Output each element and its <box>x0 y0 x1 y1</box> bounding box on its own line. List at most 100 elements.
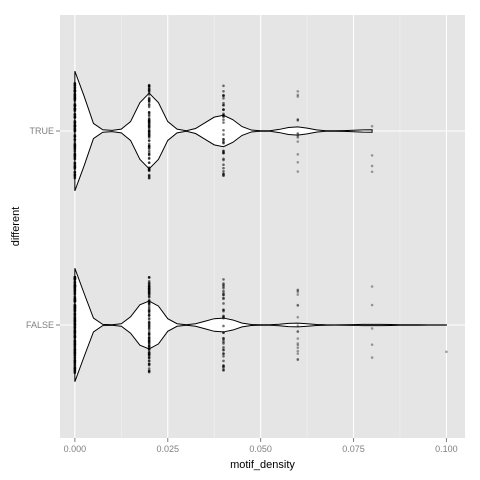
data-point <box>222 133 225 136</box>
data-point <box>73 150 77 154</box>
data-point <box>222 285 225 288</box>
data-point <box>222 340 225 344</box>
data-point <box>73 364 77 367</box>
data-point <box>222 84 225 88</box>
data-point <box>73 89 77 92</box>
data-point <box>73 127 77 131</box>
data-point <box>222 364 225 368</box>
data-point <box>222 170 225 173</box>
data-point <box>296 170 300 173</box>
data-point <box>73 340 77 344</box>
data-point <box>147 292 151 296</box>
data-point <box>73 288 77 291</box>
data-point <box>222 289 225 293</box>
data-point <box>296 132 300 135</box>
data-point <box>73 92 77 95</box>
data-point <box>222 282 225 285</box>
data-point <box>222 352 225 355</box>
axes: 0.000 0.025 0.050 0.075 0.100 FALSE TRUE <box>26 126 458 454</box>
data-points <box>73 81 448 375</box>
data-point <box>147 291 151 294</box>
data-point <box>222 345 225 349</box>
data-point <box>73 329 77 333</box>
data-point <box>296 118 300 122</box>
data-point <box>73 148 77 152</box>
data-point <box>222 113 225 117</box>
data-point <box>222 128 225 132</box>
data-point <box>73 176 77 180</box>
data-point <box>222 89 225 93</box>
data-point <box>296 290 300 294</box>
data-point <box>296 135 300 138</box>
data-point <box>73 336 77 340</box>
data-point <box>73 125 77 128</box>
data-point <box>222 278 225 281</box>
data-point <box>147 343 151 347</box>
x-tick-label: 0.025 <box>156 444 179 454</box>
data-point <box>73 152 77 156</box>
x-tick-label: 0.100 <box>435 444 458 454</box>
data-point <box>296 153 300 156</box>
data-point <box>222 149 225 153</box>
data-point <box>73 318 77 322</box>
data-point <box>73 121 77 125</box>
data-point <box>222 331 225 334</box>
data-point <box>73 157 77 161</box>
data-point <box>73 133 77 136</box>
data-point <box>147 156 151 160</box>
data-point <box>147 134 151 138</box>
data-point <box>147 354 151 357</box>
data-point <box>370 164 374 168</box>
data-point <box>147 359 151 363</box>
data-point <box>222 96 225 100</box>
data-point <box>147 87 151 91</box>
data-point <box>73 173 77 177</box>
data-point <box>296 358 300 362</box>
data-point <box>73 166 77 169</box>
data-point <box>147 144 151 148</box>
data-point <box>147 119 151 122</box>
data-point <box>296 349 300 353</box>
data-point <box>73 82 77 86</box>
data-point <box>73 99 77 103</box>
data-point <box>222 121 225 124</box>
data-point <box>73 295 77 299</box>
data-point <box>147 111 151 114</box>
data-point <box>147 356 151 360</box>
data-point <box>147 139 151 142</box>
data-point <box>147 117 151 120</box>
data-point <box>147 313 151 317</box>
data-point <box>370 343 374 346</box>
data-point <box>73 97 77 101</box>
data-point <box>147 276 151 279</box>
data-point <box>73 348 77 352</box>
data-point <box>147 335 151 338</box>
data-point <box>73 297 77 301</box>
data-point <box>147 176 151 180</box>
data-point <box>73 321 77 324</box>
data-point <box>296 289 300 292</box>
data-point <box>222 324 225 328</box>
data-point <box>222 174 225 177</box>
data-point <box>147 328 151 332</box>
data-point <box>73 324 77 327</box>
data-point <box>147 303 151 307</box>
data-point <box>147 89 151 93</box>
plot-panel <box>60 15 465 438</box>
data-point <box>147 339 151 343</box>
data-point <box>147 295 151 298</box>
data-point <box>222 118 225 121</box>
y-tick-label: TRUE <box>30 126 55 136</box>
data-point <box>147 286 151 290</box>
data-point <box>296 330 300 333</box>
x-tick-label: 0.050 <box>249 444 272 454</box>
data-point <box>73 304 77 307</box>
data-point <box>73 116 77 119</box>
data-point <box>147 362 151 365</box>
data-point <box>147 284 151 288</box>
data-point <box>370 154 374 157</box>
data-point <box>296 303 300 307</box>
data-point <box>296 342 300 345</box>
data-point <box>147 349 151 352</box>
